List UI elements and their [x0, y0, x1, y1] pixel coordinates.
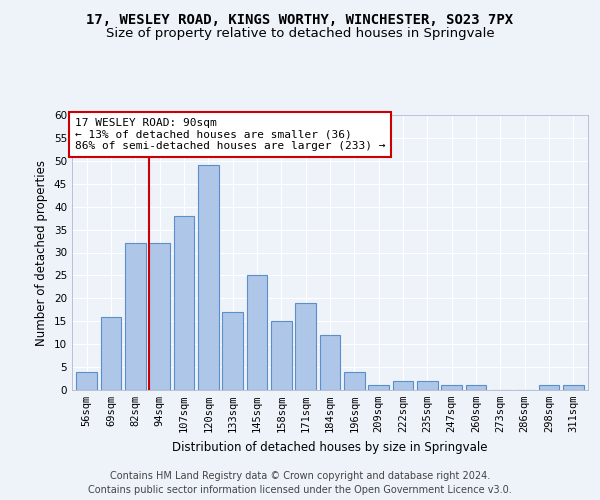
Bar: [173, 216, 194, 390]
Bar: [198, 166, 218, 390]
Bar: [295, 303, 316, 390]
Y-axis label: Number of detached properties: Number of detached properties: [35, 160, 49, 346]
Bar: [563, 386, 584, 390]
Bar: [149, 244, 170, 390]
Bar: [76, 372, 97, 390]
Bar: [247, 276, 268, 390]
Bar: [222, 312, 243, 390]
Bar: [101, 316, 121, 390]
Text: 17, WESLEY ROAD, KINGS WORTHY, WINCHESTER, SO23 7PX: 17, WESLEY ROAD, KINGS WORTHY, WINCHESTE…: [86, 12, 514, 26]
Bar: [125, 244, 146, 390]
Bar: [442, 386, 462, 390]
Bar: [417, 381, 438, 390]
Bar: [271, 322, 292, 390]
Text: 17 WESLEY ROAD: 90sqm
← 13% of detached houses are smaller (36)
86% of semi-deta: 17 WESLEY ROAD: 90sqm ← 13% of detached …: [74, 118, 385, 151]
X-axis label: Distribution of detached houses by size in Springvale: Distribution of detached houses by size …: [172, 440, 488, 454]
Bar: [466, 386, 487, 390]
Text: Contains HM Land Registry data © Crown copyright and database right 2024.
Contai: Contains HM Land Registry data © Crown c…: [88, 471, 512, 495]
Bar: [539, 386, 559, 390]
Bar: [344, 372, 365, 390]
Text: Size of property relative to detached houses in Springvale: Size of property relative to detached ho…: [106, 28, 494, 40]
Bar: [368, 386, 389, 390]
Bar: [320, 335, 340, 390]
Bar: [392, 381, 413, 390]
